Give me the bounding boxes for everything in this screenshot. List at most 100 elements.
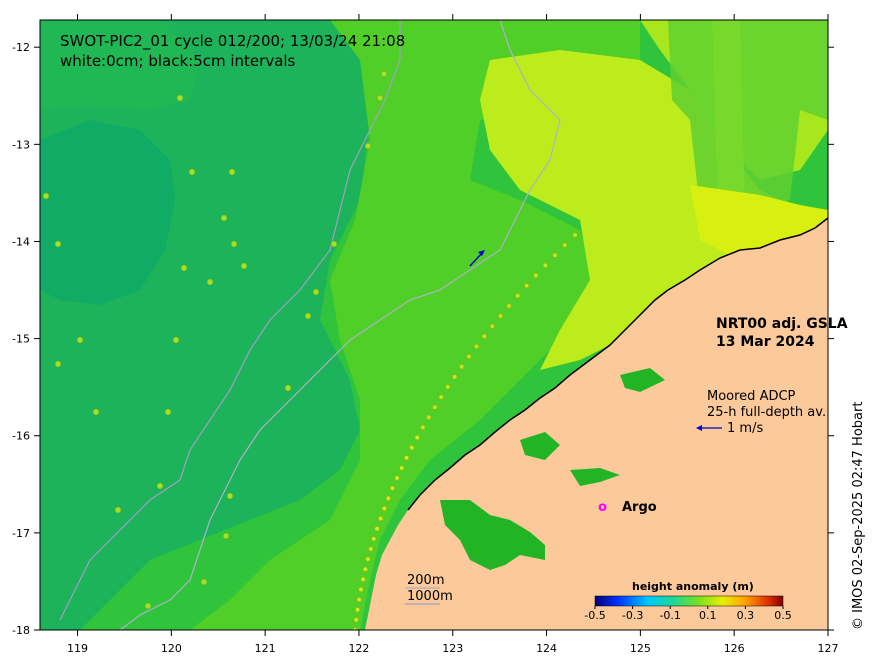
drifter-dot (222, 532, 230, 540)
drifter-dot (76, 336, 84, 344)
x-tick-label: 127 (818, 642, 839, 655)
y-tick-label: -15 (12, 333, 30, 346)
track-dot (572, 232, 578, 238)
drifter-dot (228, 168, 236, 176)
drifter-dot (180, 264, 188, 272)
coastline (407, 217, 828, 511)
product-line-1: NRT00 adj. GSLA (716, 316, 848, 332)
x-tick-label: 121 (255, 642, 276, 655)
track-dot (515, 293, 521, 299)
credit-text: © IMOS 02-Sep-2025 02:47 Hobart (851, 402, 866, 630)
colorbar-tick-label: -0.5 (584, 609, 605, 622)
isobath-200m (119, 20, 561, 630)
track-dot (390, 485, 396, 491)
colorbar: height anomaly (m) -0.5 -0.3 -0.1 0.1 0.3 0.5 (582, 576, 792, 626)
drifter-dot (114, 506, 122, 514)
along-track-dots (352, 232, 578, 630)
adcp-label-line-1: Moored ADCP (707, 389, 796, 404)
track-dot (498, 313, 503, 319)
track-dot (358, 587, 364, 592)
track-dot (360, 576, 366, 582)
track-dot (365, 556, 371, 562)
track-dot (356, 597, 362, 603)
track-dot (409, 445, 415, 451)
sea-mid-west-region (40, 20, 200, 110)
track-dot (404, 455, 410, 461)
drifter-dot (200, 578, 208, 586)
drifter-dot (220, 214, 228, 222)
track-dot (438, 394, 444, 400)
isobath-legend-1000m: 1000m (407, 589, 453, 604)
drifter-dots (42, 70, 388, 610)
track-dot (506, 303, 512, 309)
track-dot (414, 435, 420, 441)
track-dot (378, 516, 384, 522)
coastal-inlet-3 (520, 432, 560, 460)
track-dot (371, 536, 377, 542)
track-dot (459, 364, 465, 370)
track-dot (466, 354, 472, 359)
drifter-dot (364, 142, 372, 150)
title-line-1: SWOT-PIC2_01 cycle 012/200; 13/03/24 21:… (60, 32, 405, 51)
drifter-dot (230, 240, 238, 248)
adcp-label-line-2: 25-h full-depth av. (707, 405, 826, 420)
track-dot (445, 384, 451, 390)
y-tick-label: -18 (12, 624, 30, 637)
colorbar-title: height anomaly (m) (632, 580, 754, 593)
colorbar-gradient (594, 595, 784, 607)
isobath-1000m (59, 20, 401, 621)
drifter-dot (54, 240, 62, 248)
drifter-dot (176, 94, 184, 102)
x-tick-label: 126 (724, 642, 745, 655)
drifter-dot (144, 602, 152, 610)
x-tick-label: 120 (161, 642, 182, 655)
drifter-dot (92, 408, 100, 416)
drifter-dot (380, 70, 388, 78)
drifter-dot (240, 262, 248, 270)
colorbar-tick-label: 0.1 (699, 609, 717, 622)
drifter-dot (376, 94, 384, 102)
colorbar-tick-label: 0.3 (737, 609, 755, 622)
isobath-legend-200m: 200m (407, 573, 444, 588)
y-tick-label: -13 (12, 138, 30, 151)
argo-label: Argo (622, 500, 657, 515)
track-dot (489, 323, 495, 329)
x-tick-label: 124 (536, 642, 557, 655)
track-dot (381, 506, 387, 511)
track-dot (481, 333, 487, 339)
x-tick-label: 122 (348, 642, 369, 655)
track-dot (355, 607, 360, 613)
track-dot (524, 283, 530, 289)
track-dot (368, 546, 374, 552)
y-tick-label: -17 (12, 527, 30, 540)
track-dot (432, 404, 438, 410)
drifter-dot (226, 492, 234, 500)
drifter-dot (156, 482, 164, 490)
colorbar-tick-label: 0.5 (774, 609, 792, 622)
swot-nadir-gap (712, 20, 745, 210)
drifter-dot (164, 408, 172, 416)
drifter-dot (312, 288, 320, 296)
sea-lowest-anomaly-region (40, 120, 175, 305)
track-dot (452, 374, 458, 380)
adcp-scale-label: 1 m/s (727, 421, 763, 436)
drifter-dot (54, 360, 62, 368)
x-tick-label: 125 (630, 642, 651, 655)
moored-adcp-vector (469, 250, 485, 267)
track-dot (562, 242, 568, 248)
track-dot (426, 414, 432, 420)
sea-high-anomaly-region (480, 50, 828, 370)
product-line-2: 13 Mar 2024 (716, 334, 815, 350)
drifter-dot (330, 240, 338, 248)
y-axis: -12 -13 -14 -15 -16 -17 -18 (12, 41, 834, 637)
track-dot (399, 465, 405, 471)
track-dot (552, 252, 558, 258)
track-dot (542, 262, 548, 268)
sea-moderate-anomaly-region (190, 20, 640, 630)
drifter-dot (172, 336, 180, 344)
map-plot-area (40, 20, 828, 630)
drifter-dot (304, 312, 312, 320)
track-dot (385, 495, 391, 501)
drifter-dot (42, 192, 50, 200)
